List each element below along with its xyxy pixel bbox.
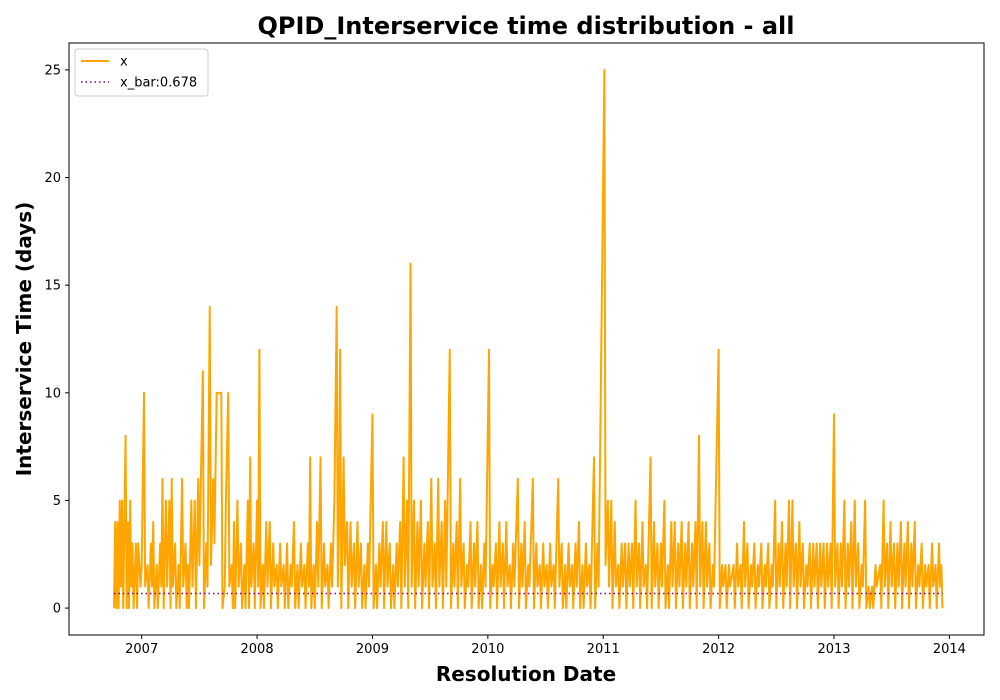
chart-title: QPID_Interservice time distribution - al…: [258, 12, 795, 40]
legend: x x_bar:0.678: [74, 48, 209, 97]
y-tick-label: 20: [44, 171, 61, 186]
y-tick-label: 5: [53, 494, 61, 509]
legend-label: x: [120, 55, 128, 70]
x-tick-label: 2014: [933, 642, 966, 657]
y-tick-label: 25: [44, 63, 61, 78]
x-tick-label: 2012: [702, 642, 735, 657]
x-axis-label: Resolution Date: [436, 662, 616, 686]
plot-area: 2007 2008 2009 2010 2011 2012 2013 2014 0 5 10 15 20…: [44, 42, 985, 657]
series-line: [113, 68, 944, 610]
x-tick-label: 2009: [356, 642, 389, 657]
x-tick-label: 2010: [471, 642, 504, 657]
x-tick-label: 2011: [587, 642, 620, 657]
y-tick-label: 15: [44, 279, 61, 294]
y-tick-label: 10: [44, 386, 61, 401]
y-tick-label: 0: [53, 602, 61, 617]
x-tick-label: 2008: [241, 642, 274, 657]
x-tick-label: 2007: [125, 642, 158, 657]
y-axis-label: Interservice Time (days): [12, 202, 36, 477]
plot-frame: [68, 42, 985, 636]
x-tick-label: 2013: [817, 642, 850, 657]
legend-label: x_bar:0.678: [120, 76, 197, 91]
